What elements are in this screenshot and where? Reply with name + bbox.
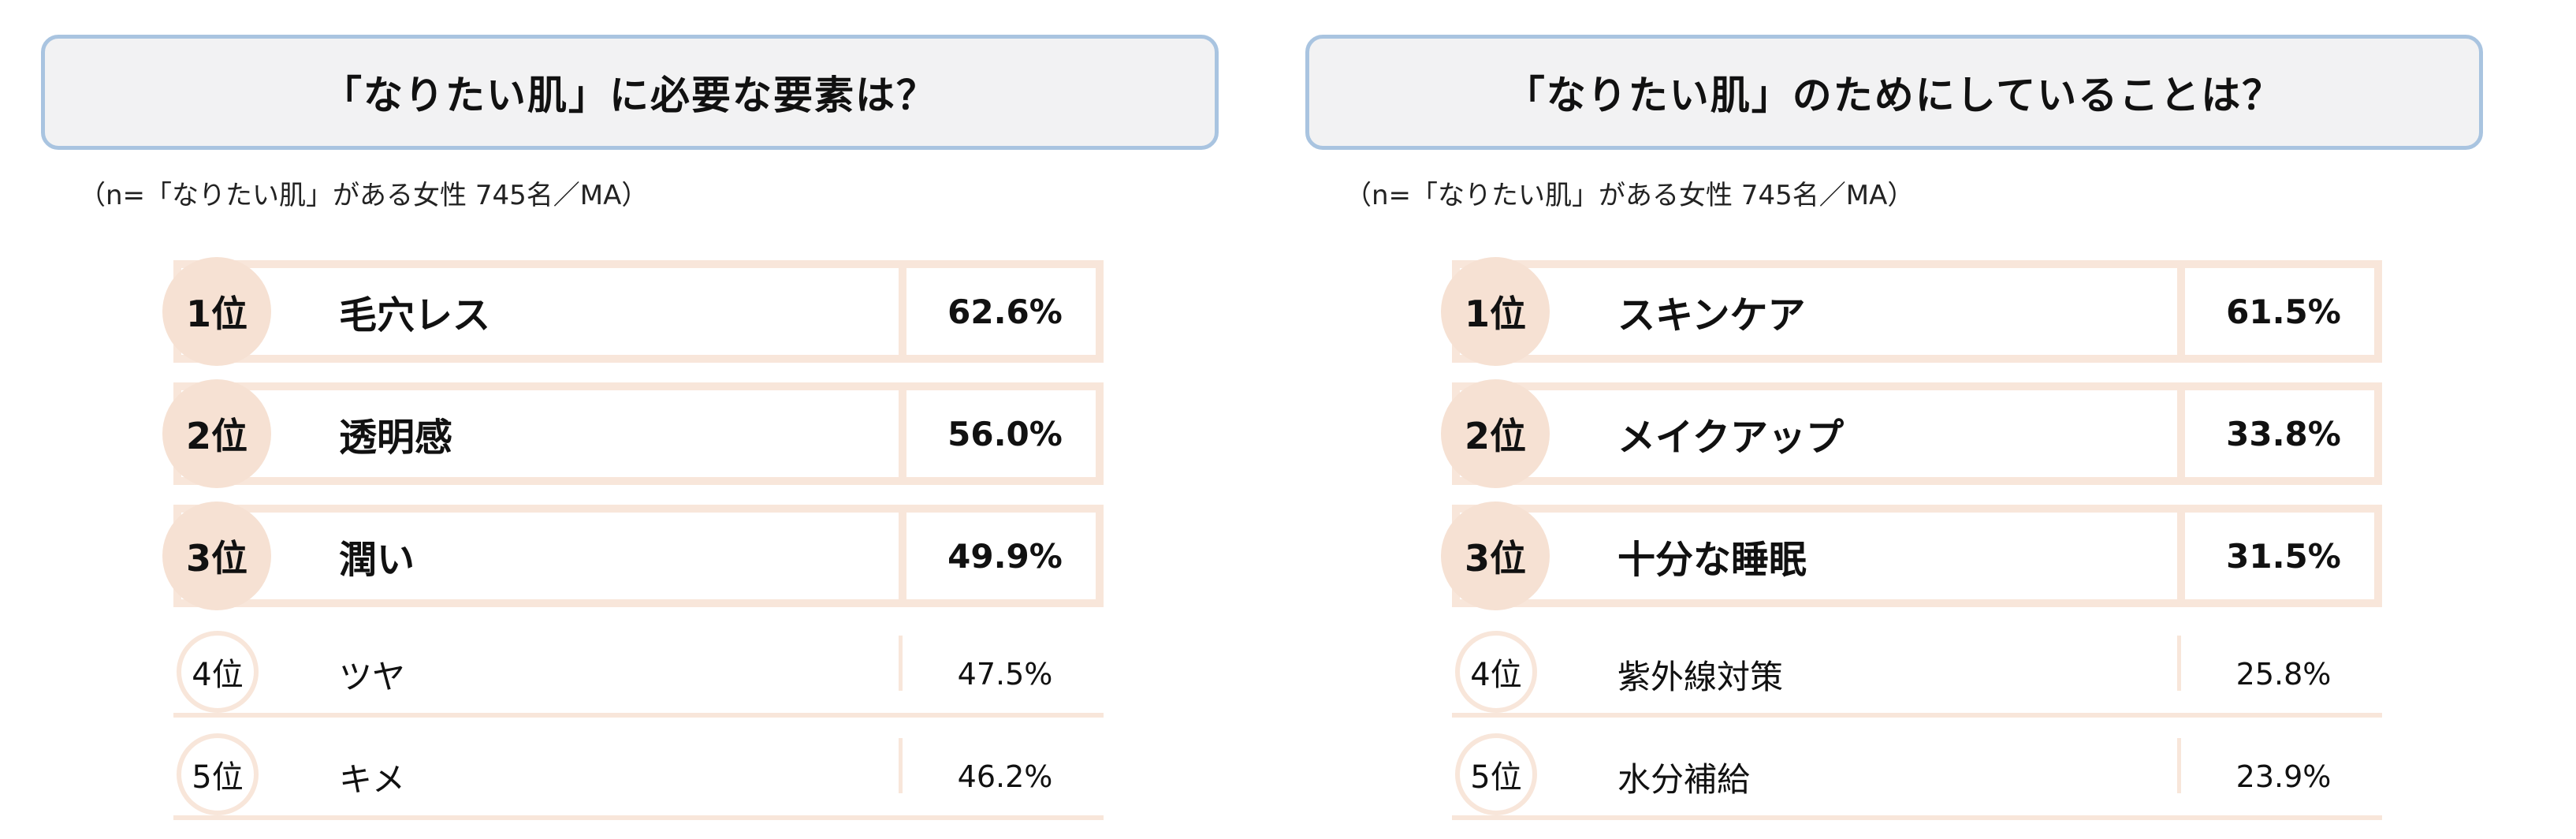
item-label: 水分補給 (1617, 759, 1751, 799)
row-underline (1452, 713, 2382, 718)
item-label: 紫外線対策 (1617, 657, 1784, 696)
column-divider (2177, 505, 2185, 607)
ranking-row: 4位 ツヤ 47.5% (173, 631, 1104, 718)
rank-badge: 4位 (1455, 631, 1537, 713)
row-frame (1452, 505, 2382, 607)
item-percentage: 33.8% (2226, 414, 2341, 453)
item-percentage: 61.5% (2226, 292, 2341, 331)
item-label: スキンケア (1617, 293, 1806, 337)
item-percentage: 23.9% (2235, 759, 2332, 794)
row-frame (1452, 260, 2382, 363)
rank-badge: 4位 (177, 631, 259, 713)
rank-badge: 1位 (162, 257, 271, 366)
column-divider (2177, 382, 2185, 485)
rank-badge: 1位 (1441, 257, 1550, 366)
ranking-list: 1位 毛穴レス 62.6% 2位 透明感 56.0% 3位 潤い 49.9% 4位 ツヤ 47.5% 5… (0, 0, 1214, 839)
item-percentage: 31.5% (2226, 536, 2341, 576)
item-percentage: 47.5% (957, 657, 1053, 692)
rank-badge: 3位 (1441, 502, 1550, 610)
column-divider (899, 636, 903, 691)
ranking-row: 4位 紫外線対策 25.8% (1452, 631, 2382, 718)
panel-title: 「なりたい肌」に必要な要素は？ (41, 35, 1219, 150)
column-divider (899, 382, 906, 485)
row-frame (173, 260, 1104, 363)
ranking-row: 1位 毛穴レス 62.6% (162, 257, 1104, 366)
row-underline (173, 713, 1104, 718)
item-percentage: 56.0% (947, 414, 1063, 453)
item-label: キメ (339, 759, 406, 799)
row-underline (1452, 815, 2382, 820)
sample-note: （n=「なりたい肌」がある女性 745名／MA） (1345, 180, 1915, 211)
rank-badge: 5位 (177, 733, 259, 815)
column-divider (2177, 636, 2181, 691)
row-underline (173, 815, 1104, 820)
ranking-row: 5位 キメ 46.2% (173, 733, 1104, 820)
item-label: 十分な睡眠 (1617, 538, 1807, 582)
panel-title: 「なりたい肌」のためにしていることは？ (1305, 35, 2483, 150)
column-divider (899, 505, 906, 607)
ranking-row: 3位 十分な睡眠 31.5% (1441, 502, 2382, 610)
rank-badge: 2位 (1441, 379, 1550, 488)
item-percentage: 25.8% (2235, 657, 2332, 692)
item-label: ツヤ (339, 657, 406, 696)
rank-badge: 5位 (1455, 733, 1537, 815)
sample-note: （n=「なりたい肌」がある女性 745名／MA） (79, 180, 649, 211)
item-label: 透明感 (339, 416, 453, 460)
item-label: 毛穴レス (339, 293, 491, 337)
ranking-row: 5位 水分補給 23.9% (1452, 733, 2382, 820)
item-percentage: 46.2% (957, 759, 1053, 794)
item-label: 潤い (339, 538, 415, 582)
column-divider (899, 738, 903, 793)
rank-badge: 3位 (162, 502, 271, 610)
column-divider (2177, 738, 2181, 793)
ranking-row: 2位 メイクアップ 33.8% (1441, 379, 2382, 488)
item-percentage: 62.6% (947, 292, 1063, 331)
panel-skin-elements: 「なりたい肌」に必要な要素は？ （n=「なりたい肌」がある女性 745名／MA）… (0, 0, 1219, 839)
item-percentage: 49.9% (947, 536, 1063, 576)
rank-badge: 2位 (162, 379, 271, 488)
column-divider (899, 260, 906, 363)
column-divider (2177, 260, 2185, 363)
row-frame (173, 505, 1104, 607)
ranking-row: 2位 透明感 56.0% (162, 379, 1104, 488)
ranking-list: 1位 スキンケア 61.5% 2位 メイクアップ 33.8% 3位 十分な睡眠 31.5% 4位 紫… (1279, 0, 2492, 839)
row-frame (173, 382, 1104, 485)
row-frame (1452, 382, 2382, 485)
ranking-row: 1位 スキンケア 61.5% (1441, 257, 2382, 366)
item-label: メイクアップ (1617, 416, 1845, 460)
panel-skin-actions: 「なりたい肌」のためにしていることは？ （n=「なりたい肌」がある女性 745名… (1279, 0, 2492, 839)
ranking-row: 3位 潤い 49.9% (162, 502, 1104, 610)
